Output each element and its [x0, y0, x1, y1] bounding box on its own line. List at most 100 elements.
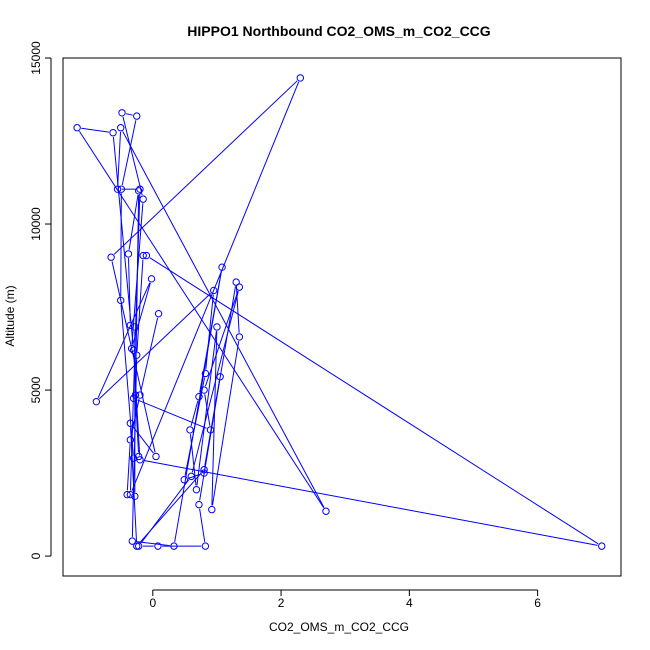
data-point — [192, 485, 201, 494]
data-point — [136, 391, 144, 399]
series-segment — [121, 120, 137, 186]
series-segment — [149, 257, 599, 545]
data-point — [195, 500, 203, 509]
x-tick-label: 2 — [278, 596, 285, 610]
x-tick-label: 0 — [149, 596, 156, 610]
x-tick-label: 4 — [406, 596, 413, 610]
data-point — [235, 283, 244, 291]
series-segment — [211, 340, 240, 506]
data-point — [139, 251, 147, 260]
y-tick-label: 0 — [29, 552, 43, 559]
series-segment — [204, 394, 211, 426]
series-segment — [117, 131, 122, 185]
data-point — [213, 323, 221, 331]
data-point — [200, 469, 208, 477]
data-point — [117, 296, 125, 305]
data-point — [129, 346, 138, 354]
data-point — [127, 344, 136, 353]
data-point — [107, 253, 115, 261]
data-point — [208, 505, 216, 514]
series-segment — [130, 427, 138, 542]
series-segment — [132, 426, 154, 454]
data-point — [73, 124, 81, 132]
data-point — [134, 542, 143, 550]
series-segment — [113, 80, 298, 255]
y-tick-label: 15000 — [29, 41, 43, 75]
data-point — [200, 386, 208, 394]
y-tick-label: 5000 — [29, 376, 43, 403]
series-segment — [140, 317, 159, 392]
data-point — [109, 129, 117, 137]
series-segment — [120, 193, 122, 297]
data-point — [117, 124, 125, 132]
data-point — [170, 542, 178, 550]
series-segment — [135, 399, 139, 453]
data-point — [152, 452, 160, 461]
data-point — [131, 323, 139, 331]
data-point — [180, 476, 188, 484]
data-point — [126, 436, 135, 444]
series-segment — [204, 290, 239, 387]
data-point — [154, 309, 163, 318]
data-point — [147, 275, 156, 283]
data-point — [154, 542, 162, 550]
data-point — [113, 185, 122, 193]
data-point — [201, 542, 210, 550]
series-segment — [128, 194, 139, 250]
data-point — [218, 263, 226, 271]
data-point — [117, 185, 126, 193]
series-segment — [140, 479, 190, 544]
series-segment — [122, 131, 325, 508]
data-point — [322, 507, 330, 515]
y-tick-label: 10000 — [29, 207, 43, 241]
data-point — [133, 542, 141, 550]
data-point — [126, 419, 135, 427]
data-point — [235, 333, 244, 341]
series-segment — [137, 399, 207, 429]
x-axis-label: CO2_OMS_m_CO2_CCG — [269, 620, 409, 634]
series-segment — [190, 400, 199, 426]
series-segment — [129, 193, 141, 491]
data-point — [136, 456, 144, 464]
data-point — [200, 466, 208, 474]
data-point — [123, 490, 131, 499]
data-point — [128, 537, 136, 545]
data-point — [195, 392, 203, 401]
data-point — [216, 373, 224, 381]
data-point — [118, 109, 126, 117]
data-point — [126, 321, 135, 330]
plot-area — [62, 57, 622, 577]
series-segment — [122, 116, 143, 196]
data-point — [210, 286, 218, 295]
data-point — [206, 426, 215, 434]
x-tick-label: 6 — [534, 596, 541, 610]
series-segment — [174, 271, 222, 543]
data-point — [126, 490, 135, 499]
y-axis: 0 5000 10000 15000 — [29, 41, 52, 559]
data-point — [296, 74, 305, 82]
data-point — [139, 195, 147, 203]
data-point — [187, 472, 195, 481]
series-segment — [120, 304, 134, 454]
data-point — [201, 369, 210, 378]
data-point — [133, 112, 141, 120]
chart-title: HIPPO1 Northbound CO2_OMS_m_CO2_CCG — [187, 23, 490, 39]
series-segment — [199, 380, 220, 501]
series-segment — [133, 354, 141, 456]
x-axis: 0 2 4 6 — [149, 589, 541, 610]
series-segment — [126, 444, 131, 491]
data-point — [142, 251, 151, 260]
data-point — [598, 542, 606, 550]
series-segment — [191, 291, 239, 473]
series-segment — [81, 127, 109, 133]
data-point — [134, 187, 143, 195]
data-point — [136, 185, 144, 193]
data-point — [124, 250, 133, 258]
series-segment — [136, 259, 144, 352]
series-segment — [131, 81, 300, 491]
series-segment — [99, 292, 212, 400]
series-layer — [73, 74, 606, 550]
data-point — [92, 397, 101, 406]
data-point — [131, 492, 139, 501]
